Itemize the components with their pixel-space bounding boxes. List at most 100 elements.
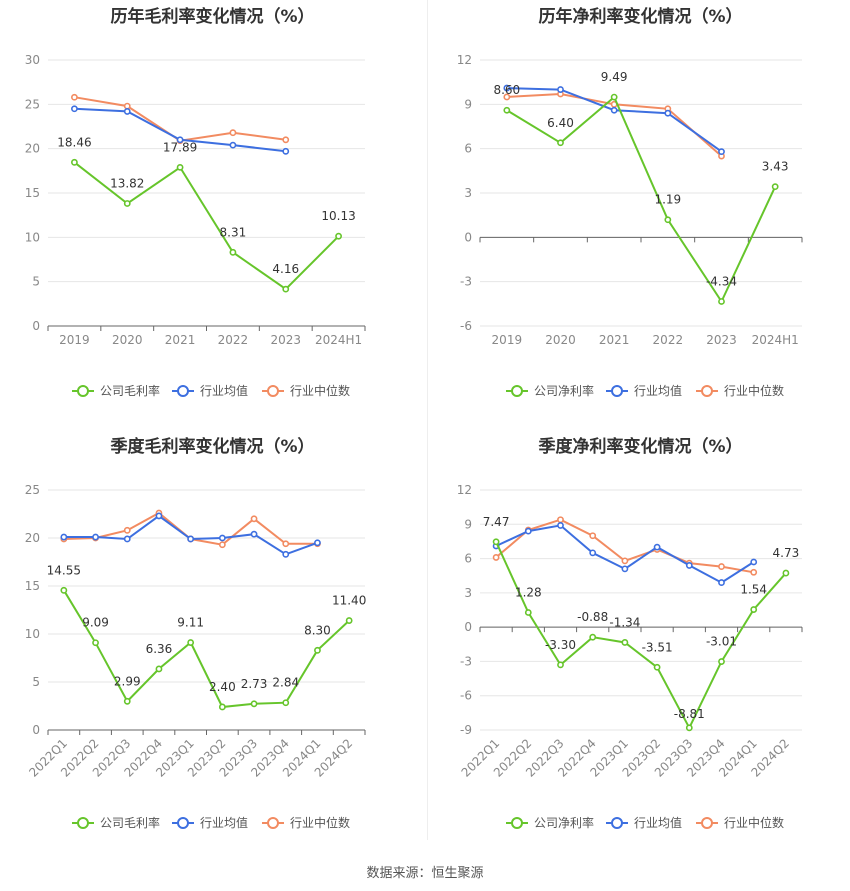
data-point-avg (589, 549, 597, 557)
data-label: 4.16 (272, 262, 299, 276)
data-point-avg (218, 534, 226, 542)
legend-item-avg: 行业均值 (606, 383, 682, 398)
y-tick-label: -6 (460, 319, 472, 333)
y-tick-label: 5 (32, 275, 40, 289)
data-label: -3.01 (706, 635, 737, 649)
data-point-avg (176, 136, 184, 144)
legend-item-company: 公司净利率 (506, 815, 594, 830)
legend-item-avg: 行业均值 (172, 383, 248, 398)
y-tick-label: 3 (464, 586, 472, 600)
data-label: 6.40 (547, 116, 574, 130)
annual-net-margin-chart: 历年净利率变化情况（%） -6 -3 0 3 6 9 12 2019 2020 2021 2022 2… (428, 0, 850, 420)
data-point-avg (557, 86, 564, 93)
legend-label: 公司毛利率 (100, 383, 160, 398)
data-label: -4.34 (706, 274, 737, 288)
y-tick-label: 20 (25, 531, 40, 545)
data-point-avg (750, 558, 758, 566)
y-tick-label: 12 (457, 483, 472, 497)
data-label: 10.13 (321, 209, 355, 223)
legend-label: 公司净利率 (534, 815, 594, 830)
data-point-median (71, 93, 78, 101)
data-label: 9.11 (177, 616, 204, 630)
data-point-avg (123, 535, 131, 543)
data-point-company (155, 665, 163, 673)
y-tick-label: -9 (460, 723, 472, 737)
data-point-avg (71, 105, 78, 113)
data-point-median (750, 568, 758, 576)
legend-swatch-marker (511, 817, 523, 829)
chart-svg: 05101520252022Q12022Q22022Q32022Q42023Q1… (25, 483, 367, 830)
legend-item-company: 公司毛利率 (72, 815, 160, 830)
legend-swatch-marker (267, 385, 279, 397)
data-point-company (771, 183, 779, 191)
data-point-avg (155, 512, 163, 520)
data-label: 11.40 (332, 594, 366, 608)
legend-label: 行业中位数 (290, 383, 350, 398)
x-tick-label: 2022 (218, 333, 249, 347)
data-label: -8.81 (674, 707, 705, 721)
data-point-company (782, 569, 790, 577)
legend-swatch-marker (77, 817, 89, 829)
data-point-company (250, 700, 258, 708)
data-point-company (123, 200, 131, 207)
x-tick-label: 2020 (112, 333, 143, 347)
series-line-median (495, 518, 754, 574)
data-label: -3.51 (642, 640, 673, 654)
legend-swatch-marker (77, 385, 89, 397)
legend-item-company: 公司净利率 (506, 383, 594, 398)
data-label: 1.28 (515, 586, 542, 600)
x-tick-label: 2020 (545, 333, 576, 347)
data-point-avg (250, 530, 258, 538)
data-label: 8.60 (493, 83, 520, 97)
legend-item-median: 行业中位数 (262, 383, 350, 398)
data-point-median (589, 532, 597, 540)
chart-svg: 0 5 10 15 20 25 30 2019 2020 2021 2022 2023 2024H1 18… (25, 53, 366, 398)
chart-svg: -6 -3 0 3 6 9 12 2019 2020 2021 2022 2023 2024H1 8.60… (457, 53, 803, 398)
data-label: -0.88 (577, 610, 608, 624)
data-point-company (557, 661, 564, 669)
y-tick-label: -3 (460, 654, 472, 668)
x-tick-label: 2023 (270, 333, 301, 347)
data-point-company (282, 285, 290, 293)
data-point-company (750, 606, 758, 613)
legend-label: 行业均值 (634, 815, 682, 830)
data-point-avg (718, 148, 725, 156)
series-line-median (74, 96, 286, 142)
chart-svg: -9-6-30369122022Q12022Q22022Q32022Q42023… (457, 483, 803, 830)
data-point-company (664, 216, 672, 224)
data-point-avg (718, 579, 725, 586)
data-label: -1.34 (609, 615, 640, 629)
data-point-company (176, 163, 184, 171)
data-point-company (610, 93, 618, 101)
legend-swatch-marker (177, 385, 189, 397)
data-label: 2.40 (209, 680, 236, 694)
data-point-avg (92, 533, 99, 541)
data-point-avg (621, 565, 629, 573)
chart-title: 季度净利率变化情况（%） (538, 437, 743, 457)
data-point-avg (664, 109, 672, 117)
data-point-company (187, 639, 195, 646)
data-label: 1.54 (740, 583, 767, 597)
panel-divider (427, 0, 428, 840)
data-label: 2.73 (241, 677, 268, 691)
y-tick-label: 3 (464, 186, 472, 200)
annual-gross-margin-chart: 历年毛利率变化情况（%） 0 5 10 15 20 25 30 2019 2020 2021 202… (0, 0, 425, 420)
y-tick-label: -6 (460, 689, 472, 703)
chart-title: 历年净利率变化情况（%） (538, 7, 743, 27)
data-point-avg (503, 84, 511, 92)
x-tick-label: 2019 (492, 333, 523, 347)
series-line-company (73, 161, 340, 291)
data-point-avg (685, 562, 693, 569)
legend-label: 行业均值 (200, 383, 248, 398)
data-point-median (229, 129, 237, 137)
x-tick-label: 2019 (59, 333, 90, 347)
y-tick-label: 0 (464, 620, 472, 634)
series-line-company (506, 95, 777, 304)
data-point-company (229, 248, 237, 256)
data-label: 2.84 (272, 676, 299, 690)
legend-swatch-marker (611, 817, 623, 829)
data-point-median (123, 526, 131, 534)
x-tick-label: 2021 (599, 333, 630, 347)
data-point-median (123, 102, 131, 110)
series-line-avg (495, 524, 755, 584)
